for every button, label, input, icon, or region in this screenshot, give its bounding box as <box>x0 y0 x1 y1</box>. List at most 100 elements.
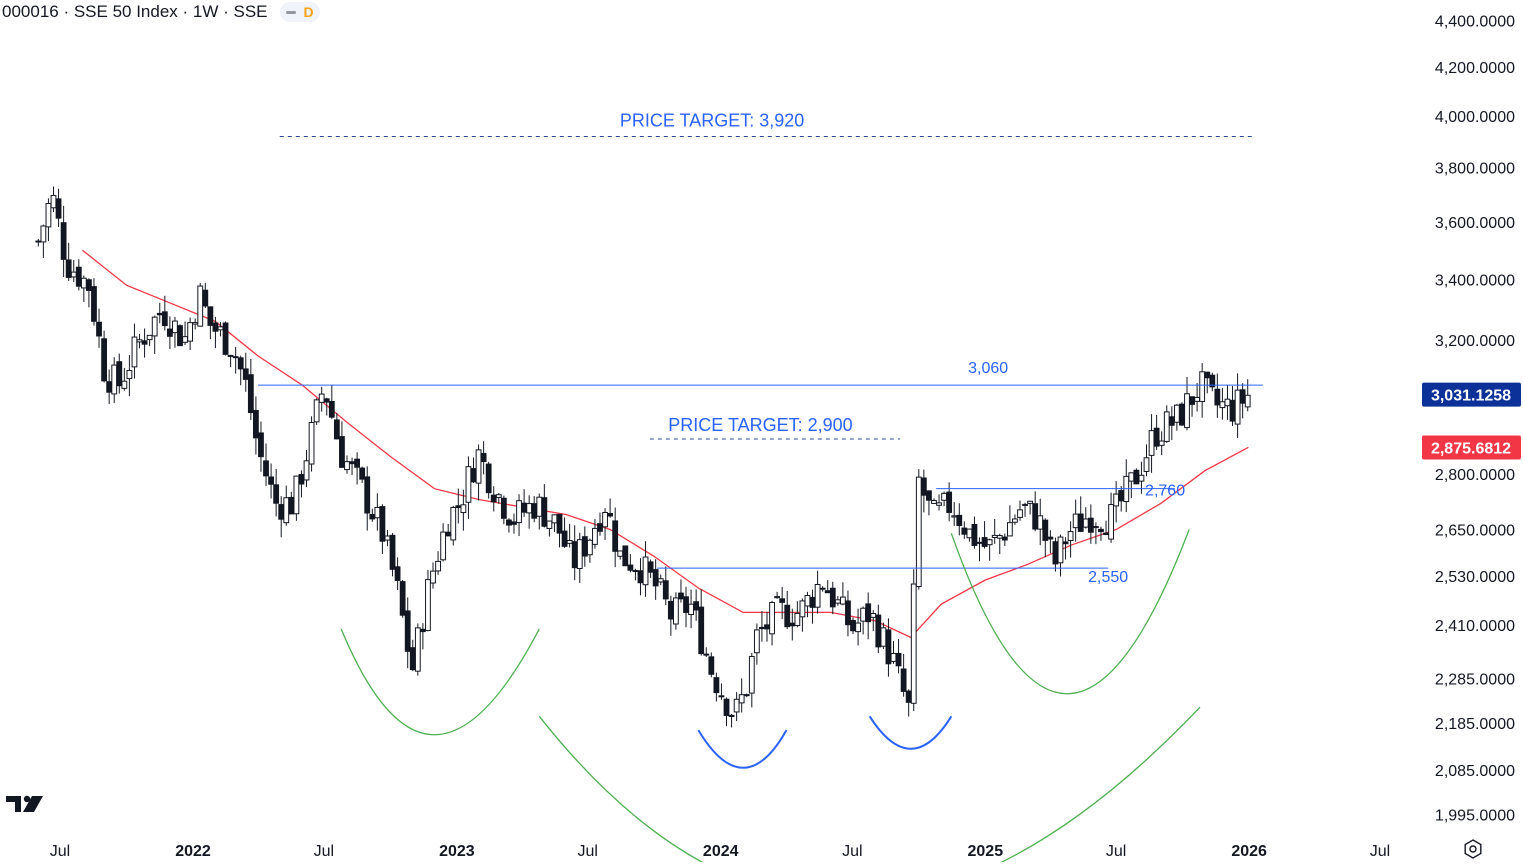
candle[interactable] <box>404 597 411 669</box>
candle[interactable] <box>182 321 188 345</box>
candle[interactable] <box>814 570 821 614</box>
candle[interactable] <box>106 369 113 404</box>
candle[interactable] <box>602 508 608 540</box>
moving-average-line[interactable] <box>81 249 1249 639</box>
candle[interactable] <box>900 653 907 697</box>
candle[interactable] <box>764 611 770 642</box>
candle[interactable] <box>829 581 836 615</box>
candle[interactable] <box>45 198 52 242</box>
candle[interactable] <box>576 532 583 583</box>
candle[interactable] <box>283 485 290 526</box>
candle[interactable] <box>384 529 391 547</box>
candle[interactable] <box>1113 481 1120 523</box>
blue-arc-4[interactable] <box>868 715 953 750</box>
candle[interactable] <box>1037 498 1044 546</box>
candle[interactable] <box>581 526 588 567</box>
candle[interactable] <box>926 490 932 516</box>
candle[interactable] <box>890 641 897 664</box>
tradingview-logo-icon[interactable] <box>6 793 44 818</box>
candle[interactable] <box>91 278 97 326</box>
candle[interactable] <box>298 470 305 498</box>
candle[interactable] <box>126 355 133 397</box>
candle[interactable] <box>318 386 325 412</box>
candle[interactable] <box>475 444 482 501</box>
candle[interactable] <box>895 639 902 674</box>
candle[interactable] <box>556 513 563 548</box>
candle[interactable] <box>440 523 447 562</box>
candle[interactable] <box>161 295 168 331</box>
candle[interactable] <box>425 569 431 632</box>
candle[interactable] <box>116 353 123 394</box>
candle[interactable] <box>1123 459 1130 513</box>
annotation-label[interactable]: PRICE TARGET: 3,920 <box>620 110 804 130</box>
candle[interactable] <box>698 589 705 656</box>
candle[interactable] <box>197 283 204 327</box>
candle[interactable] <box>789 608 796 641</box>
candle[interactable] <box>339 421 345 468</box>
candle[interactable] <box>430 562 436 589</box>
candle[interactable] <box>394 557 401 590</box>
candle[interactable] <box>678 579 684 603</box>
candle[interactable] <box>986 538 993 561</box>
candle[interactable] <box>673 592 679 630</box>
candle[interactable] <box>121 367 128 391</box>
candle[interactable] <box>1143 444 1150 477</box>
last-price-label[interactable]: 3,031.1258 <box>1422 382 1521 407</box>
candle[interactable] <box>733 692 740 722</box>
candle[interactable] <box>293 475 300 521</box>
candle[interactable] <box>784 590 791 630</box>
candle[interactable] <box>855 608 861 646</box>
candle[interactable] <box>333 412 340 440</box>
candle[interactable] <box>435 551 441 575</box>
candle[interactable] <box>364 466 371 531</box>
candle[interactable] <box>566 523 573 548</box>
candle[interactable] <box>703 647 710 658</box>
candle[interactable] <box>419 623 426 650</box>
candle[interactable] <box>172 316 178 348</box>
candle[interactable] <box>445 523 452 537</box>
candle[interactable] <box>683 586 689 628</box>
candle[interactable] <box>1244 379 1251 412</box>
candle[interactable] <box>799 598 806 632</box>
candle[interactable] <box>541 484 548 528</box>
candle[interactable] <box>136 333 143 349</box>
candle[interactable] <box>1239 383 1246 419</box>
candle[interactable] <box>177 324 183 347</box>
candle[interactable] <box>1001 533 1008 547</box>
candle[interactable] <box>1194 382 1201 412</box>
candle[interactable] <box>662 566 669 606</box>
candle[interactable] <box>546 520 553 537</box>
candle[interactable] <box>1189 396 1195 417</box>
candle[interactable] <box>1234 373 1241 438</box>
candle[interactable] <box>748 652 755 708</box>
candle[interactable] <box>1163 405 1170 443</box>
candle[interactable] <box>728 713 735 728</box>
candle[interactable] <box>880 622 887 650</box>
candle[interactable] <box>1158 431 1165 456</box>
candle[interactable] <box>227 354 234 368</box>
candle[interactable] <box>1219 387 1226 420</box>
candle[interactable] <box>80 275 87 302</box>
candle[interactable] <box>1027 500 1034 515</box>
candle[interactable] <box>632 568 639 581</box>
minus-icon[interactable] <box>285 10 296 14</box>
candle[interactable] <box>1133 468 1140 485</box>
candle[interactable] <box>1229 386 1236 426</box>
blue-arc-3[interactable] <box>697 729 788 769</box>
candle[interactable] <box>850 617 856 635</box>
candle[interactable] <box>207 306 214 340</box>
candle[interactable] <box>910 569 917 711</box>
candle[interactable] <box>941 491 947 507</box>
candle[interactable] <box>612 507 619 568</box>
candle[interactable] <box>409 639 416 672</box>
candle[interactable] <box>369 508 376 522</box>
annotation-label[interactable]: 2,760 <box>1145 483 1185 500</box>
candle[interactable] <box>1118 486 1125 512</box>
candle[interactable] <box>141 328 148 358</box>
candle[interactable] <box>647 559 654 579</box>
candle[interactable] <box>1032 491 1039 532</box>
interval-badge[interactable]: D <box>303 4 314 20</box>
candle[interactable] <box>531 496 538 523</box>
candle[interactable] <box>344 455 350 474</box>
annotation-label[interactable]: 2,550 <box>1088 569 1128 586</box>
